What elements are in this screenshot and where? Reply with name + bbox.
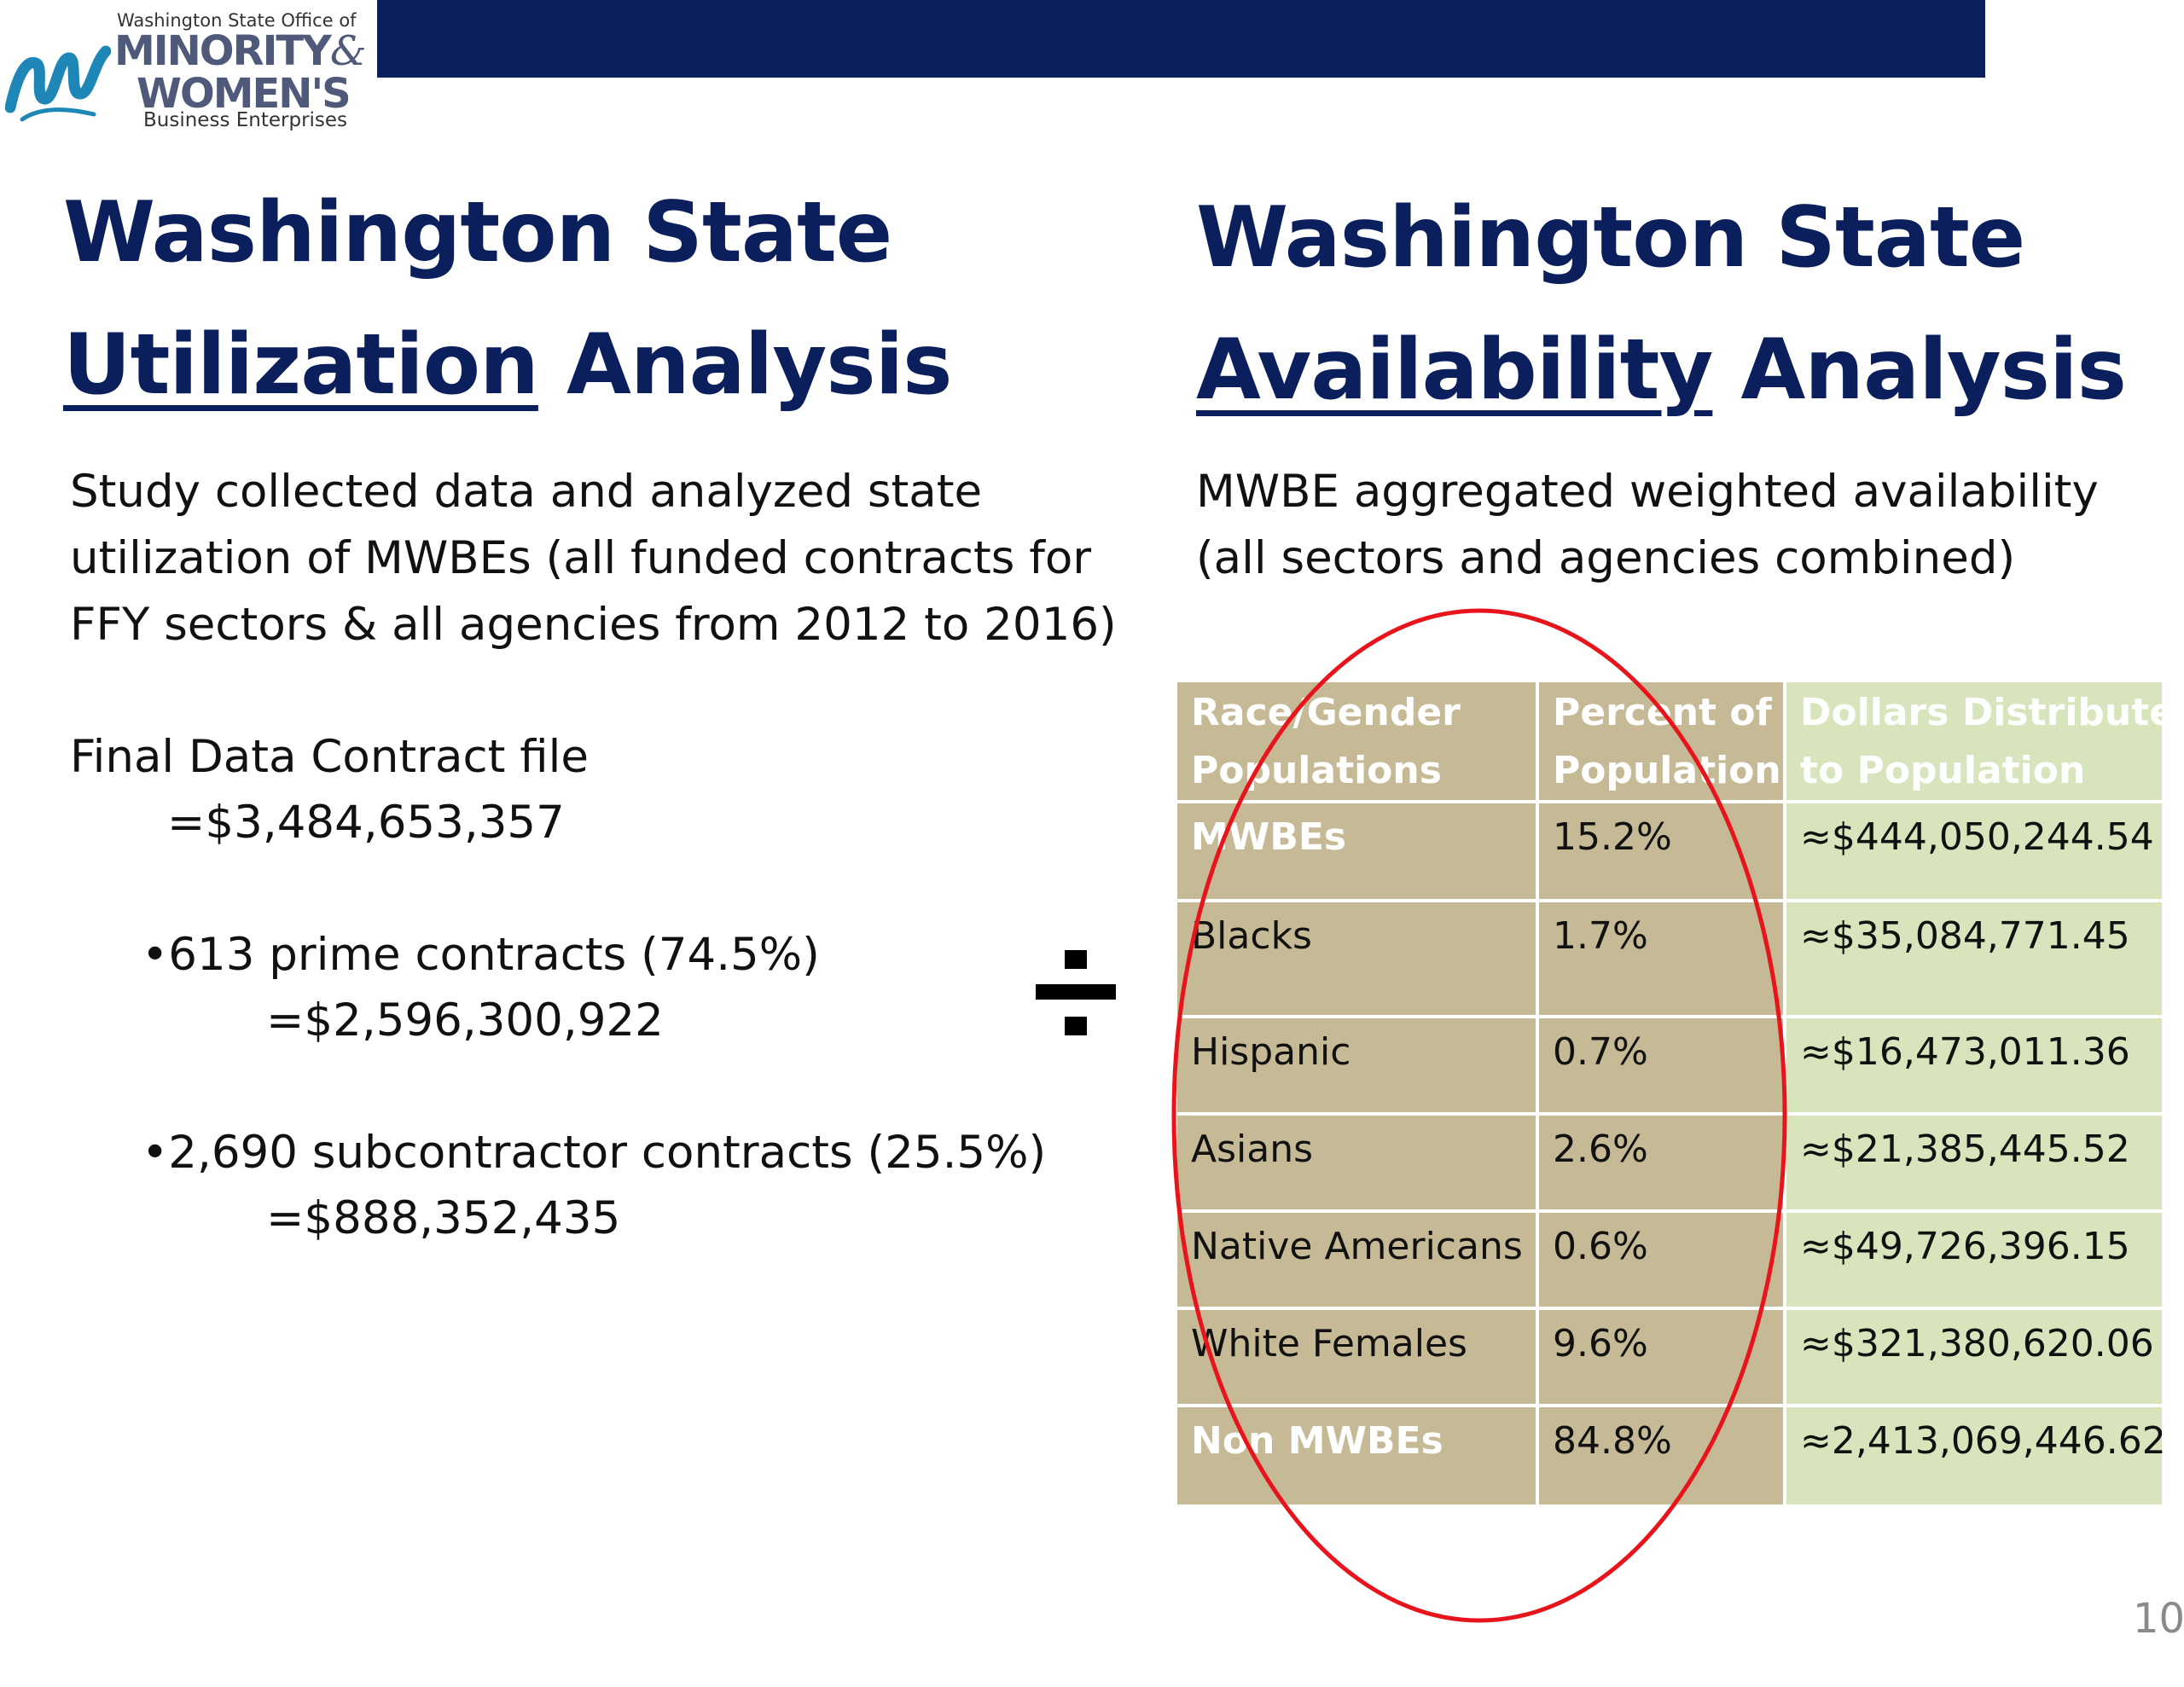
- table-cell-percent: 9.6%: [1539, 1310, 1786, 1407]
- table-cell-dollars: ≈$444,050,244.54: [1786, 803, 2165, 902]
- table-row: Non MWBEs 84.8% ≈2,413,069,446.62: [1177, 1407, 2166, 1508]
- column-header-dollars: Dollars Distributed to Population: [1786, 682, 2184, 803]
- prime-contracts-value: =$2,596,300,922: [266, 994, 664, 1046]
- table-row: White Females 9.6% ≈$321,380,620.06: [1177, 1310, 2165, 1407]
- prime-contracts-label: •613 prime contracts (74.5%): [142, 929, 820, 981]
- column-header-race-gender: Race/Gender Populations: [1177, 682, 1539, 803]
- final-data-label: Final Data Contract file: [70, 731, 589, 783]
- table-cell-percent: 0.7%: [1539, 1018, 1786, 1116]
- table-row: MWBEs 15.2% ≈$444,050,244.54: [1177, 803, 2165, 902]
- table-cell-dollars: ≈$35,084,771.45: [1786, 902, 2165, 1018]
- availability-heading-line2: Availability Analysis: [1196, 322, 2127, 419]
- logo-office-text: Washington State Office of: [117, 10, 357, 31]
- table-cell-percent: 0.6%: [1539, 1213, 1786, 1310]
- slide-number: 10: [2133, 1595, 2184, 1643]
- availability-heading: Washington State Availability Analysis: [1196, 172, 2127, 437]
- table-row: Hispanic 0.7% ≈$16,473,011.36: [1177, 1018, 2165, 1116]
- logo-womens-text: WOMEN'S: [136, 70, 351, 118]
- table-cell-dollars: ≈2,413,069,446.62: [1786, 1407, 2166, 1508]
- divide-sign-icon: [1036, 950, 1116, 1035]
- utilization-description: Study collected data and analyzed state …: [70, 466, 1117, 651]
- table-cell-group: White Females: [1177, 1310, 1539, 1407]
- table-cell-group: Native Americans: [1177, 1213, 1539, 1310]
- table-cell-group: Non MWBEs: [1177, 1407, 1539, 1508]
- table-row: Blacks 1.7% ≈$35,084,771.45: [1177, 902, 2165, 1018]
- table-cell-group: MWBEs: [1177, 803, 1539, 902]
- table-cell-percent: 84.8%: [1539, 1407, 1786, 1508]
- table-header-row: Race/Gender Populations Percent of Populat…: [1177, 682, 2184, 803]
- logo-business-text: Business Enterprises: [143, 109, 348, 131]
- table-cell-percent: 15.2%: [1539, 803, 1786, 902]
- availability-heading-line1: Washington State: [1196, 189, 2025, 287]
- availability-table: Race/Gender Populations Percent of Populat…: [1177, 682, 2184, 1508]
- table-cell-group: Blacks: [1177, 902, 1539, 1018]
- subcontractor-contracts-value: =$888,352,435: [266, 1192, 621, 1244]
- header-bar: [377, 0, 1985, 78]
- table-row: Native Americans 0.6% ≈$49,726,396.15: [1177, 1213, 2165, 1310]
- table-cell-dollars: ≈$21,385,445.52: [1786, 1116, 2165, 1213]
- final-data-value: =$3,484,653,357: [167, 797, 565, 849]
- table-cell-group: Asians: [1177, 1116, 1539, 1213]
- table-cell-percent: 1.7%: [1539, 902, 1786, 1018]
- table-row: Asians 2.6% ≈$21,385,445.52: [1177, 1116, 2165, 1213]
- table-cell-group: Hispanic: [1177, 1018, 1539, 1116]
- omwbe-logo: Washington State Office of MINORITY& WOM…: [0, 0, 377, 143]
- table-cell-percent: 2.6%: [1539, 1116, 1786, 1213]
- utilization-heading-line2: Utilization Analysis: [63, 316, 952, 414]
- availability-description: MWBE aggregated weighted availability (a…: [1196, 466, 2099, 584]
- table-cell-dollars: ≈$321,380,620.06: [1786, 1310, 2165, 1407]
- logo-minority-text: MINORITY&: [114, 27, 367, 75]
- subcontractor-contracts-label: •2,690 subcontractor contracts (25.5%): [142, 1127, 1047, 1179]
- table-cell-dollars: ≈$49,726,396.15: [1786, 1213, 2165, 1310]
- wave-m-logo-icon: [5, 45, 111, 122]
- utilization-heading-line1: Washington State: [63, 184, 892, 281]
- column-header-percent: Percent of Population: [1539, 682, 1786, 803]
- utilization-heading: Washington State Utilization Analysis: [63, 167, 952, 432]
- table-cell-dollars: ≈$16,473,011.36: [1786, 1018, 2165, 1116]
